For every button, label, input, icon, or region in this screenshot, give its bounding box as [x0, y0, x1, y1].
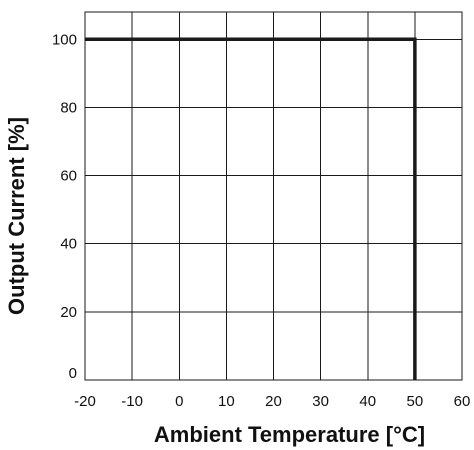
x-tick-label: 0 [175, 393, 183, 410]
y-tick-label: 100 [52, 31, 77, 48]
y-axis-title: Output Current [%] [4, 117, 29, 315]
grid-layer [85, 12, 462, 380]
y-tick-label: 20 [60, 304, 77, 321]
y-tick-label: 80 [60, 99, 77, 116]
x-tick-label: 40 [359, 393, 376, 410]
x-tick-label: 30 [312, 393, 329, 410]
x-tick-label: -20 [74, 393, 96, 410]
tick-labels: -20 -10 0 10 20 30 40 50 60 0 20 40 60 80 100 [52, 31, 470, 410]
y-tick-label: 40 [60, 236, 77, 253]
x-tick-label: 50 [407, 393, 424, 410]
y-tick-label: 60 [60, 168, 77, 185]
y-tick-label: 0 [69, 365, 77, 382]
x-tick-label: 20 [265, 393, 282, 410]
plot-frame [84, 11, 463, 381]
x-tick-label: 10 [218, 393, 235, 410]
plot-border [84, 11, 463, 381]
x-tick-label: 60 [454, 393, 471, 410]
x-tick-label: -10 [121, 393, 143, 410]
series-layer [85, 37, 417, 380]
output-current-line [85, 37, 417, 380]
x-axis-title: Ambient Temperature [°C] [154, 422, 425, 447]
